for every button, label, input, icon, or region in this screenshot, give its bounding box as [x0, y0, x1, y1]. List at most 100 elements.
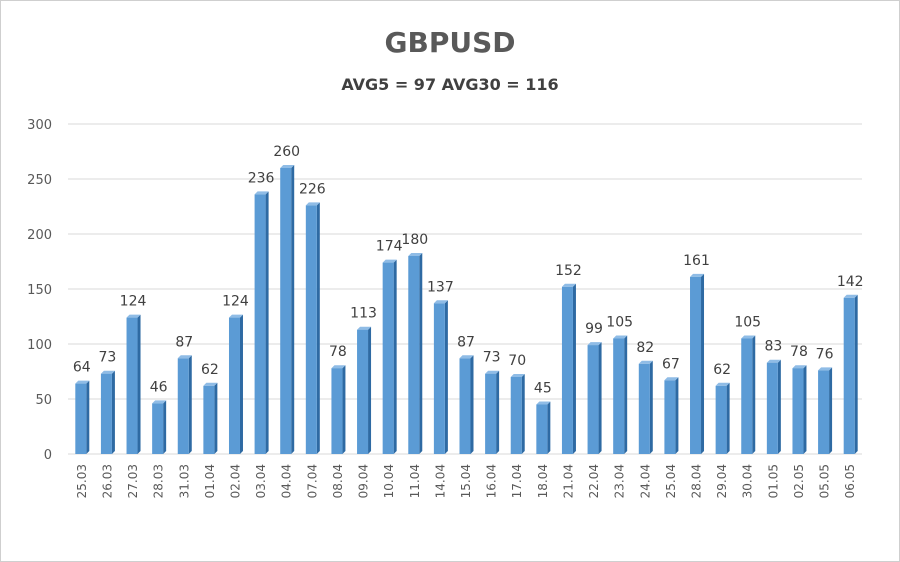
bar-front: [766, 362, 778, 454]
bar-side: [803, 365, 807, 454]
bar: [766, 359, 781, 454]
bar-front: [280, 168, 292, 454]
x-tick-label: 24.04: [638, 464, 652, 498]
y-tick-label: 100: [27, 338, 52, 353]
bar-top: [715, 382, 730, 386]
bar-top: [203, 382, 218, 386]
bar: [664, 377, 679, 454]
data-label: 76: [816, 346, 834, 362]
bar: [459, 355, 474, 454]
bar-front: [203, 385, 215, 454]
data-label: 105: [606, 315, 633, 331]
bar: [510, 374, 525, 454]
bar-top: [818, 367, 833, 371]
x-axis: 25.03 26.03 27.03 28.03 31.03 01.04 02.04 03.04…: [75, 464, 857, 498]
bar-top: [75, 380, 90, 384]
x-tick-label: 02.05: [792, 464, 806, 498]
data-label: 99: [585, 321, 603, 337]
data-label: 124: [222, 294, 249, 310]
data-label: 46: [150, 379, 168, 395]
bar-front: [843, 297, 855, 454]
x-tick-label: 05.05: [818, 464, 832, 498]
x-tick-label: 01.04: [203, 464, 217, 498]
bar-top: [664, 377, 679, 381]
bar-side: [598, 342, 602, 454]
x-tick-label: 15.04: [459, 464, 473, 498]
bar-side: [701, 273, 705, 454]
bar-side: [393, 259, 397, 454]
bar-front: [126, 317, 138, 454]
x-tick-label: 09.04: [357, 464, 371, 498]
bar-top: [228, 314, 243, 318]
data-label: 78: [790, 344, 808, 360]
data-label: 161: [683, 253, 710, 269]
bar-top: [408, 253, 423, 256]
bar-side: [675, 377, 679, 454]
bar-top: [561, 283, 576, 287]
bar-top: [177, 355, 192, 359]
x-tick-label: 04.04: [280, 464, 294, 498]
bar-side: [854, 294, 858, 454]
bar-front: [382, 262, 394, 454]
data-label: 124: [120, 294, 147, 310]
bar-top: [638, 360, 653, 364]
data-label: 73: [99, 350, 117, 366]
bar-side: [752, 335, 756, 454]
x-tick-label: 02.04: [228, 464, 242, 498]
data-label: 152: [555, 263, 582, 279]
bar: [587, 342, 602, 454]
x-tick-label: 10.04: [382, 464, 396, 498]
bar-top: [510, 374, 525, 377]
bar-top: [485, 370, 500, 374]
bar-front: [357, 329, 369, 454]
bar-top: [690, 273, 705, 277]
bar-side: [368, 326, 372, 454]
bar-front: [331, 368, 343, 454]
bar-front: [741, 338, 753, 454]
x-tick-label: 22.04: [587, 464, 601, 498]
bar: [382, 259, 397, 454]
bar-top: [792, 365, 807, 369]
data-label: 67: [662, 356, 680, 372]
bar-top: [741, 335, 756, 339]
x-tick-label: 01.05: [766, 464, 780, 498]
bar: [357, 326, 372, 454]
bar: [613, 335, 628, 454]
chart-subtitle: AVG5 = 97 AVG30 = 116: [341, 75, 559, 94]
bar-side: [470, 355, 474, 454]
bar-front: [485, 373, 497, 454]
bar-top: [536, 401, 551, 405]
x-tick-label: 29.04: [715, 464, 729, 498]
y-axis: 0 50 100 150 200 250 300: [27, 118, 52, 463]
data-label: 70: [508, 353, 526, 369]
data-label: 78: [329, 344, 347, 360]
data-label: 62: [713, 362, 731, 378]
bar-front: [638, 363, 650, 454]
data-label: 260: [273, 144, 300, 160]
bar-side: [111, 370, 115, 454]
data-label: 87: [175, 334, 193, 350]
chart-title: GBPUSD: [384, 26, 516, 59]
bar: [152, 400, 167, 454]
bar: [75, 380, 90, 454]
data-label: 73: [483, 350, 501, 366]
bar-side: [419, 253, 423, 454]
data-label: 226: [299, 181, 326, 197]
bar-top: [254, 191, 269, 195]
bar-top: [459, 355, 474, 359]
x-tick-label: 25.03: [75, 464, 89, 498]
data-label: 236: [248, 170, 275, 186]
bar-side: [265, 191, 269, 454]
bar-front: [305, 205, 317, 454]
bar: [741, 335, 756, 454]
x-tick-label: 07.04: [305, 464, 319, 498]
bar: [715, 382, 730, 454]
bar-side: [649, 360, 653, 454]
bar: [690, 273, 705, 454]
bar-side: [86, 380, 90, 454]
bar-top: [280, 165, 295, 168]
bar-side: [239, 314, 243, 454]
bar-front: [536, 404, 548, 454]
bar-top: [766, 359, 781, 363]
